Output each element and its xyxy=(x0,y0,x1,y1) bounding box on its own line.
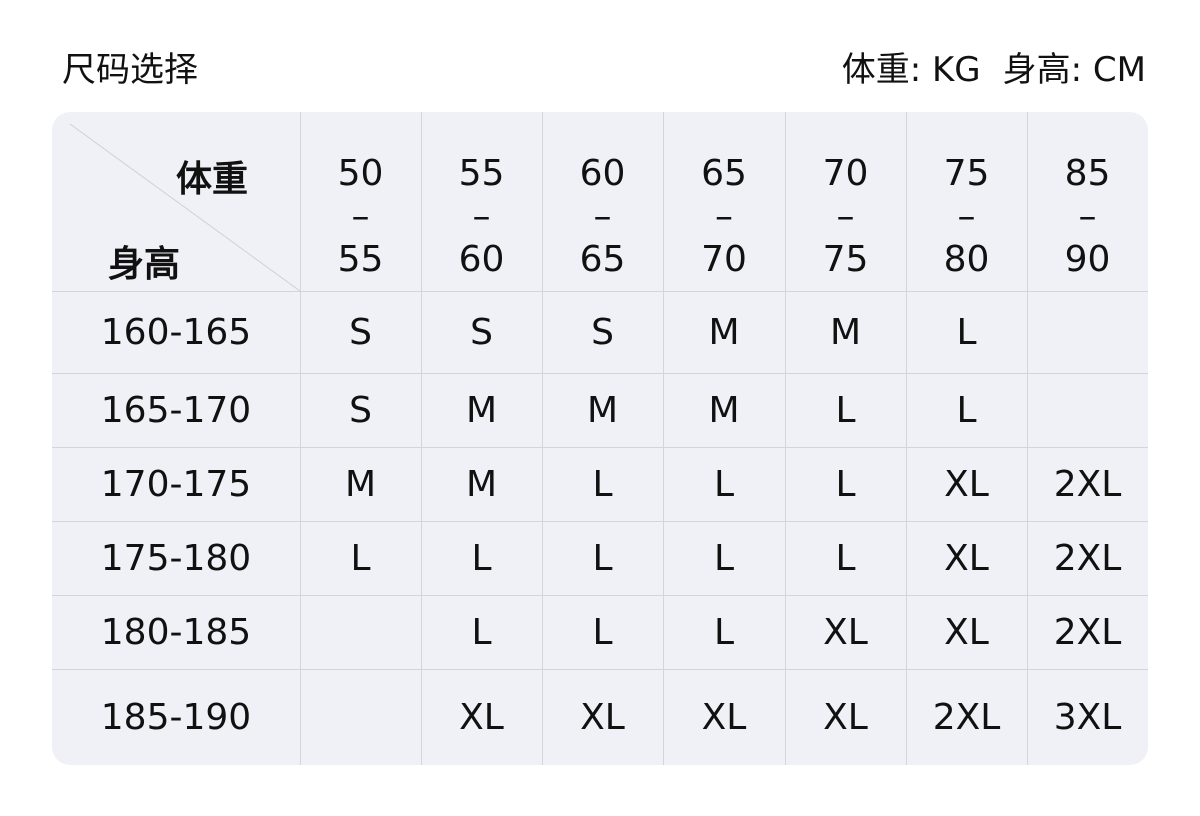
size-cell: L xyxy=(835,389,856,431)
size-cell: 2XL xyxy=(932,696,1001,738)
size-cell: L xyxy=(350,537,371,579)
size-cell: L xyxy=(956,311,977,353)
size-cell: S xyxy=(349,311,372,353)
row-divider xyxy=(52,595,1148,596)
row-divider xyxy=(52,291,1148,292)
weight-sep: – xyxy=(472,196,491,237)
size-cell: L xyxy=(713,611,735,653)
weight-sep: – xyxy=(351,196,370,237)
column-divider xyxy=(785,112,786,765)
height-unit: 身高: CM xyxy=(1002,50,1146,90)
size-cell: S xyxy=(470,311,493,353)
size-cell: XL xyxy=(944,537,989,579)
size-cell: L xyxy=(713,537,735,579)
height-range-label: 180-185 xyxy=(100,611,252,653)
size-cell: M xyxy=(708,389,740,431)
weight-to: 90 xyxy=(1064,239,1111,280)
height-range-label: 170-175 xyxy=(100,463,252,505)
row-divider xyxy=(52,669,1148,670)
weight-to: 65 xyxy=(579,239,626,280)
size-cell: XL xyxy=(580,696,625,738)
size-cell: M xyxy=(708,311,740,353)
size-cell xyxy=(1027,291,1148,373)
weight-from: 55 xyxy=(458,153,505,194)
column-divider xyxy=(542,112,543,765)
size-cell: L xyxy=(956,389,977,431)
weight-to: 80 xyxy=(943,239,990,280)
row-divider xyxy=(52,373,1148,374)
weight-range-header: 65–70 xyxy=(663,152,785,282)
weight-unit: 体重: KG xyxy=(841,50,981,90)
size-cell: L xyxy=(713,463,735,505)
size-cell: M xyxy=(465,463,498,505)
weight-range-header: 70–75 xyxy=(785,152,906,282)
size-cell: M xyxy=(586,389,619,431)
height-range-label: 185-190 xyxy=(100,696,252,738)
row-divider xyxy=(52,521,1148,522)
weight-sep: – xyxy=(836,196,855,237)
weight-range-header: 75–80 xyxy=(906,152,1027,282)
size-cell xyxy=(300,669,421,765)
weight-range-header: 60–65 xyxy=(542,152,663,282)
weight-to: 70 xyxy=(701,239,747,280)
height-range-label: 175-180 xyxy=(100,537,252,579)
size-cell: L xyxy=(592,611,613,653)
height-range-label: 160-165 xyxy=(100,311,252,353)
weight-range-header: 85–90 xyxy=(1027,152,1148,282)
size-cell: L xyxy=(471,537,492,579)
size-cell: L xyxy=(471,611,492,653)
size-cell: XL xyxy=(823,611,868,653)
weight-from: 60 xyxy=(579,153,626,194)
weight-from: 70 xyxy=(822,153,869,194)
size-cell: S xyxy=(591,311,614,353)
column-divider xyxy=(421,112,422,765)
corner-height-label: 身高 xyxy=(108,244,181,285)
size-cell: M xyxy=(829,311,862,353)
size-cell: M xyxy=(344,463,377,505)
size-cell: 2XL xyxy=(1053,537,1122,579)
size-cell: L xyxy=(592,463,613,505)
weight-sep: – xyxy=(1078,196,1097,237)
weight-sep: – xyxy=(715,196,733,237)
column-divider xyxy=(906,112,907,765)
weight-sep: – xyxy=(957,196,976,237)
height-range-label: 165-170 xyxy=(100,389,252,431)
size-cell: XL xyxy=(944,611,989,653)
size-cell: 2XL xyxy=(1053,463,1122,505)
weight-range-header: 50–55 xyxy=(300,152,421,282)
size-cell: XL xyxy=(459,696,504,738)
size-table: 体重 身高 50–55 55–60 60–65 65–70 70–75 75–80 85–9… xyxy=(52,112,1148,765)
weight-from: 65 xyxy=(701,153,747,194)
weight-from: 75 xyxy=(943,153,990,194)
weight-from: 85 xyxy=(1064,153,1111,194)
column-divider xyxy=(1027,112,1028,765)
size-cell: 3XL xyxy=(1053,696,1122,738)
size-cell: XL xyxy=(823,696,868,738)
weight-to: 75 xyxy=(822,239,869,280)
weight-sep: – xyxy=(593,196,612,237)
units-legend: 体重: KG 身高: CM xyxy=(842,48,1146,92)
weight-to: 55 xyxy=(337,239,384,280)
column-divider xyxy=(300,112,301,765)
size-cell: L xyxy=(592,537,613,579)
size-cell: S xyxy=(349,389,372,431)
weight-to: 60 xyxy=(458,239,505,280)
page-title: 尺码选择 xyxy=(62,50,198,90)
weight-from: 50 xyxy=(337,153,384,194)
size-cell: XL xyxy=(701,696,747,738)
size-cell: 2XL xyxy=(1053,611,1122,653)
size-cell: L xyxy=(835,537,856,579)
column-divider xyxy=(663,112,664,765)
weight-range-header: 55–60 xyxy=(421,152,542,282)
corner-weight-label: 体重 xyxy=(176,159,249,200)
size-cell xyxy=(300,595,421,669)
size-cell: M xyxy=(465,389,498,431)
size-cell: L xyxy=(835,463,856,505)
size-cell xyxy=(1027,373,1148,447)
corner-diagonal xyxy=(69,123,300,291)
row-divider xyxy=(52,447,1148,448)
size-cell: XL xyxy=(944,463,989,505)
